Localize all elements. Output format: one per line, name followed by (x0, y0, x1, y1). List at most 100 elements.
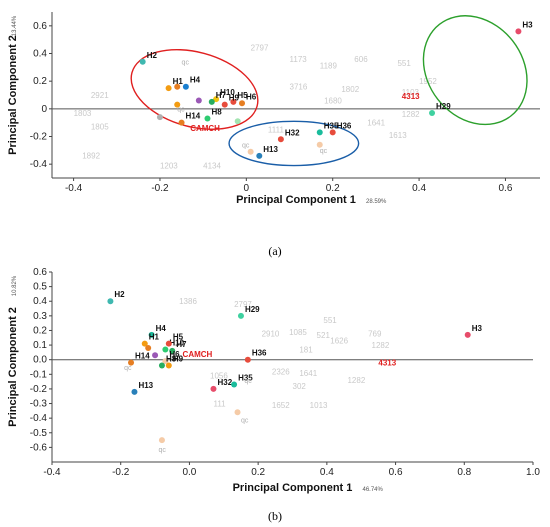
background-variable-label: 1803 (74, 109, 92, 118)
data-point (165, 362, 172, 369)
y-tick-label: 0.2 (33, 76, 47, 87)
background-variable-label: 1386 (179, 297, 197, 306)
x-axis-title: Principal Component 1 (233, 482, 353, 494)
data-point (208, 98, 215, 105)
background-variable-label: 1652 (272, 401, 290, 410)
background-variable-label: 1680 (324, 96, 342, 105)
x-tick-label: 1.0 (526, 467, 540, 478)
y-tick-label: 0.0 (33, 355, 47, 366)
point-label: H29 (245, 305, 260, 314)
point-label: H2 (147, 51, 158, 60)
background-variable-label: 1802 (341, 85, 359, 94)
panel-a: -0.4 -0.2 0 0.2 0.4 0.6 -0.4 -0.2 0 0.2 0.4 0.6 2797… (7, 12, 540, 258)
point-label: H36 (252, 349, 267, 358)
background-variable-label: 1626 (330, 337, 348, 346)
point-label: H13 (138, 381, 153, 390)
point-label: H8 (166, 355, 177, 364)
point-label: H6 (246, 92, 257, 101)
background-variable-label: 1013 (310, 401, 328, 410)
point-label: H7 (176, 340, 187, 349)
x-tick-label: 0.8 (457, 467, 471, 478)
data-point (162, 346, 169, 353)
point-label: H1 (173, 77, 184, 86)
point-label: H36 (337, 121, 352, 130)
data-point (247, 148, 254, 155)
data-point (316, 129, 323, 136)
annotation-label: qc (241, 418, 249, 425)
group-ellipse (228, 120, 360, 167)
annotation-label: qc (242, 143, 250, 150)
annotation-label: qc (244, 378, 252, 385)
annotation-label: qc (159, 447, 167, 454)
x-tick-label: -0.2 (112, 467, 130, 478)
point-label: H10 (220, 88, 235, 97)
background-variable-label: 1203 (160, 161, 178, 170)
annotation-label: CAMCH (183, 350, 213, 359)
annotation-label: qc (320, 148, 328, 155)
y-tick-label: 0.2 (33, 325, 47, 336)
point-label: H14 (186, 112, 201, 121)
point-label: H5 (237, 91, 248, 100)
annotation-label: CAMCH (190, 124, 220, 133)
data-point (165, 340, 172, 347)
data-point (195, 97, 202, 104)
data-point (256, 152, 263, 159)
background-variable-label: 2797 (251, 44, 269, 53)
y-variance-label: 13.44% (12, 15, 18, 36)
background-variable-label: 1103 (402, 88, 420, 97)
y-tick-label: 0.1 (33, 340, 47, 351)
x-tick-label: 0.6 (498, 183, 512, 194)
y-axis-title: Principal Component 2 (7, 307, 19, 427)
data-point (231, 381, 238, 388)
annotation-label: qc (177, 107, 185, 114)
y-tick-label: 0.5 (33, 282, 47, 293)
annotation-label: 4313 (378, 359, 396, 368)
background-variable-label: 1641 (367, 118, 385, 127)
point-label: H8 (211, 108, 222, 117)
background-variable-label: 1892 (82, 152, 100, 161)
y-tick-label: -0.6 (30, 442, 48, 453)
data-point (464, 331, 471, 338)
data-point (178, 119, 185, 126)
background-variable-label: 1085 (289, 328, 307, 337)
data-point (174, 101, 181, 108)
background-variable-label: 2921 (91, 91, 109, 100)
point-label: H32 (285, 128, 300, 137)
background-variable-label: 1056 (210, 372, 228, 381)
y-axis-title: Principal Component 2 (7, 35, 19, 155)
group-ellipse (130, 48, 259, 130)
y-tick-label: -0.5 (30, 428, 48, 439)
point-label: H1 (149, 333, 160, 342)
data-point (182, 83, 189, 90)
background-variable-label: 551 (397, 59, 411, 68)
point-label: H2 (114, 290, 125, 299)
y-variance-label: 10.82% (12, 275, 18, 296)
background-variable-label: 2910 (262, 329, 280, 338)
data-point (174, 83, 181, 90)
data-point (162, 358, 169, 365)
y-tick-label: -0.2 (30, 132, 48, 143)
background-variable-label: 1641 (299, 369, 317, 378)
data-point (141, 340, 148, 347)
y-tick-label: 0 (41, 104, 47, 115)
data-point (230, 98, 237, 105)
background-variable-label: 1189 (320, 62, 338, 71)
point-label: H35 (238, 374, 253, 383)
data-point (429, 109, 436, 116)
data-point (107, 298, 114, 305)
x-tick-label: 0 (244, 183, 250, 194)
background-variable-label: 3716 (290, 82, 308, 91)
point-label: H4 (156, 324, 167, 333)
data-point (152, 352, 159, 359)
point-label: H3 (472, 324, 483, 333)
x-axis-title: Principal Component 1 (236, 194, 356, 206)
y-tick-label: -0.4 (30, 159, 48, 170)
group-ellipse (422, 15, 528, 126)
data-point (131, 388, 138, 395)
annotation-label: qc (182, 60, 190, 67)
x-tick-label: 0.4 (320, 467, 334, 478)
background-variable-label: 2797 (234, 300, 252, 309)
background-variable-label: 769 (368, 329, 382, 338)
